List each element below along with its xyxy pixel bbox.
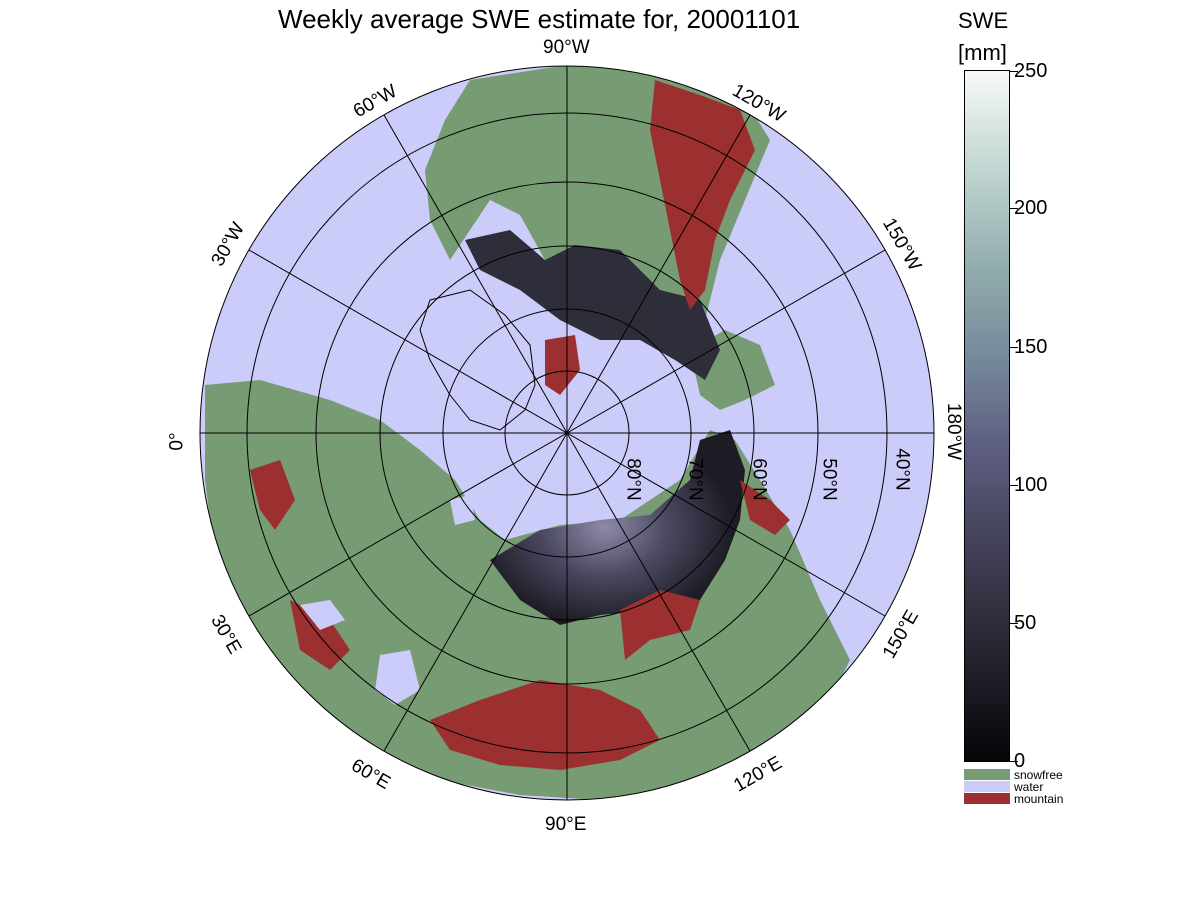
inland-waters — [300, 495, 475, 705]
colorbar-tick-label: 150 — [1014, 336, 1048, 358]
lat-label-40n: 40°N — [891, 448, 913, 491]
mountain-regions — [250, 80, 790, 770]
colorbar-title: SWE — [958, 8, 1009, 33]
lon-label-90e: 90°E — [545, 814, 587, 835]
colorbar-tick — [1010, 71, 1018, 72]
lat-label-70n: 70°N — [684, 458, 706, 501]
colorbar-tick — [1010, 347, 1018, 348]
colorbar-tick — [1010, 208, 1018, 209]
lat-label-80n: 80°N — [622, 458, 644, 501]
colorbar-tick-label: 50 — [1014, 612, 1037, 634]
colorbar-tick-label: 0 — [1014, 750, 1026, 772]
colorbar-tick-label: 100 — [1014, 474, 1048, 496]
colorbar-tick — [1010, 623, 1018, 624]
legend-swatch-water — [964, 781, 1010, 792]
colorbar-tick-label: 200 — [1014, 197, 1048, 219]
meridian-lines — [200, 66, 934, 800]
legend-label-water: water — [1014, 780, 1044, 794]
legend-swatch-snowfree — [964, 769, 1010, 780]
colorbar-unit: [mm] — [958, 40, 1007, 65]
lat-label-50n: 50°N — [818, 458, 840, 501]
legend-label-mountain: mountain — [1014, 792, 1064, 806]
lon-label-0: 0° — [166, 432, 188, 451]
lat-label-60n: 60°N — [748, 458, 770, 501]
colorbar-tick — [1010, 761, 1018, 762]
colorbar-gradient — [964, 70, 1010, 762]
landmass-greenland — [419, 289, 536, 431]
legend-swatch-mountain — [964, 793, 1010, 804]
colorbar-tick-label: 250 — [1014, 60, 1048, 82]
snowpack-siberia — [490, 430, 745, 625]
landmass-scandinavia — [345, 450, 440, 520]
colorbar-tick — [1010, 485, 1018, 486]
map-title: Weekly average SWE estimate for, 2000110… — [278, 4, 801, 34]
lon-label-180w: 180°W — [943, 402, 965, 461]
lon-label-90w: 90°W — [543, 37, 590, 58]
map-border — [199, 65, 935, 801]
snowpack-canada — [465, 230, 720, 380]
legend-label-snowfree: snowfree — [1014, 768, 1063, 782]
